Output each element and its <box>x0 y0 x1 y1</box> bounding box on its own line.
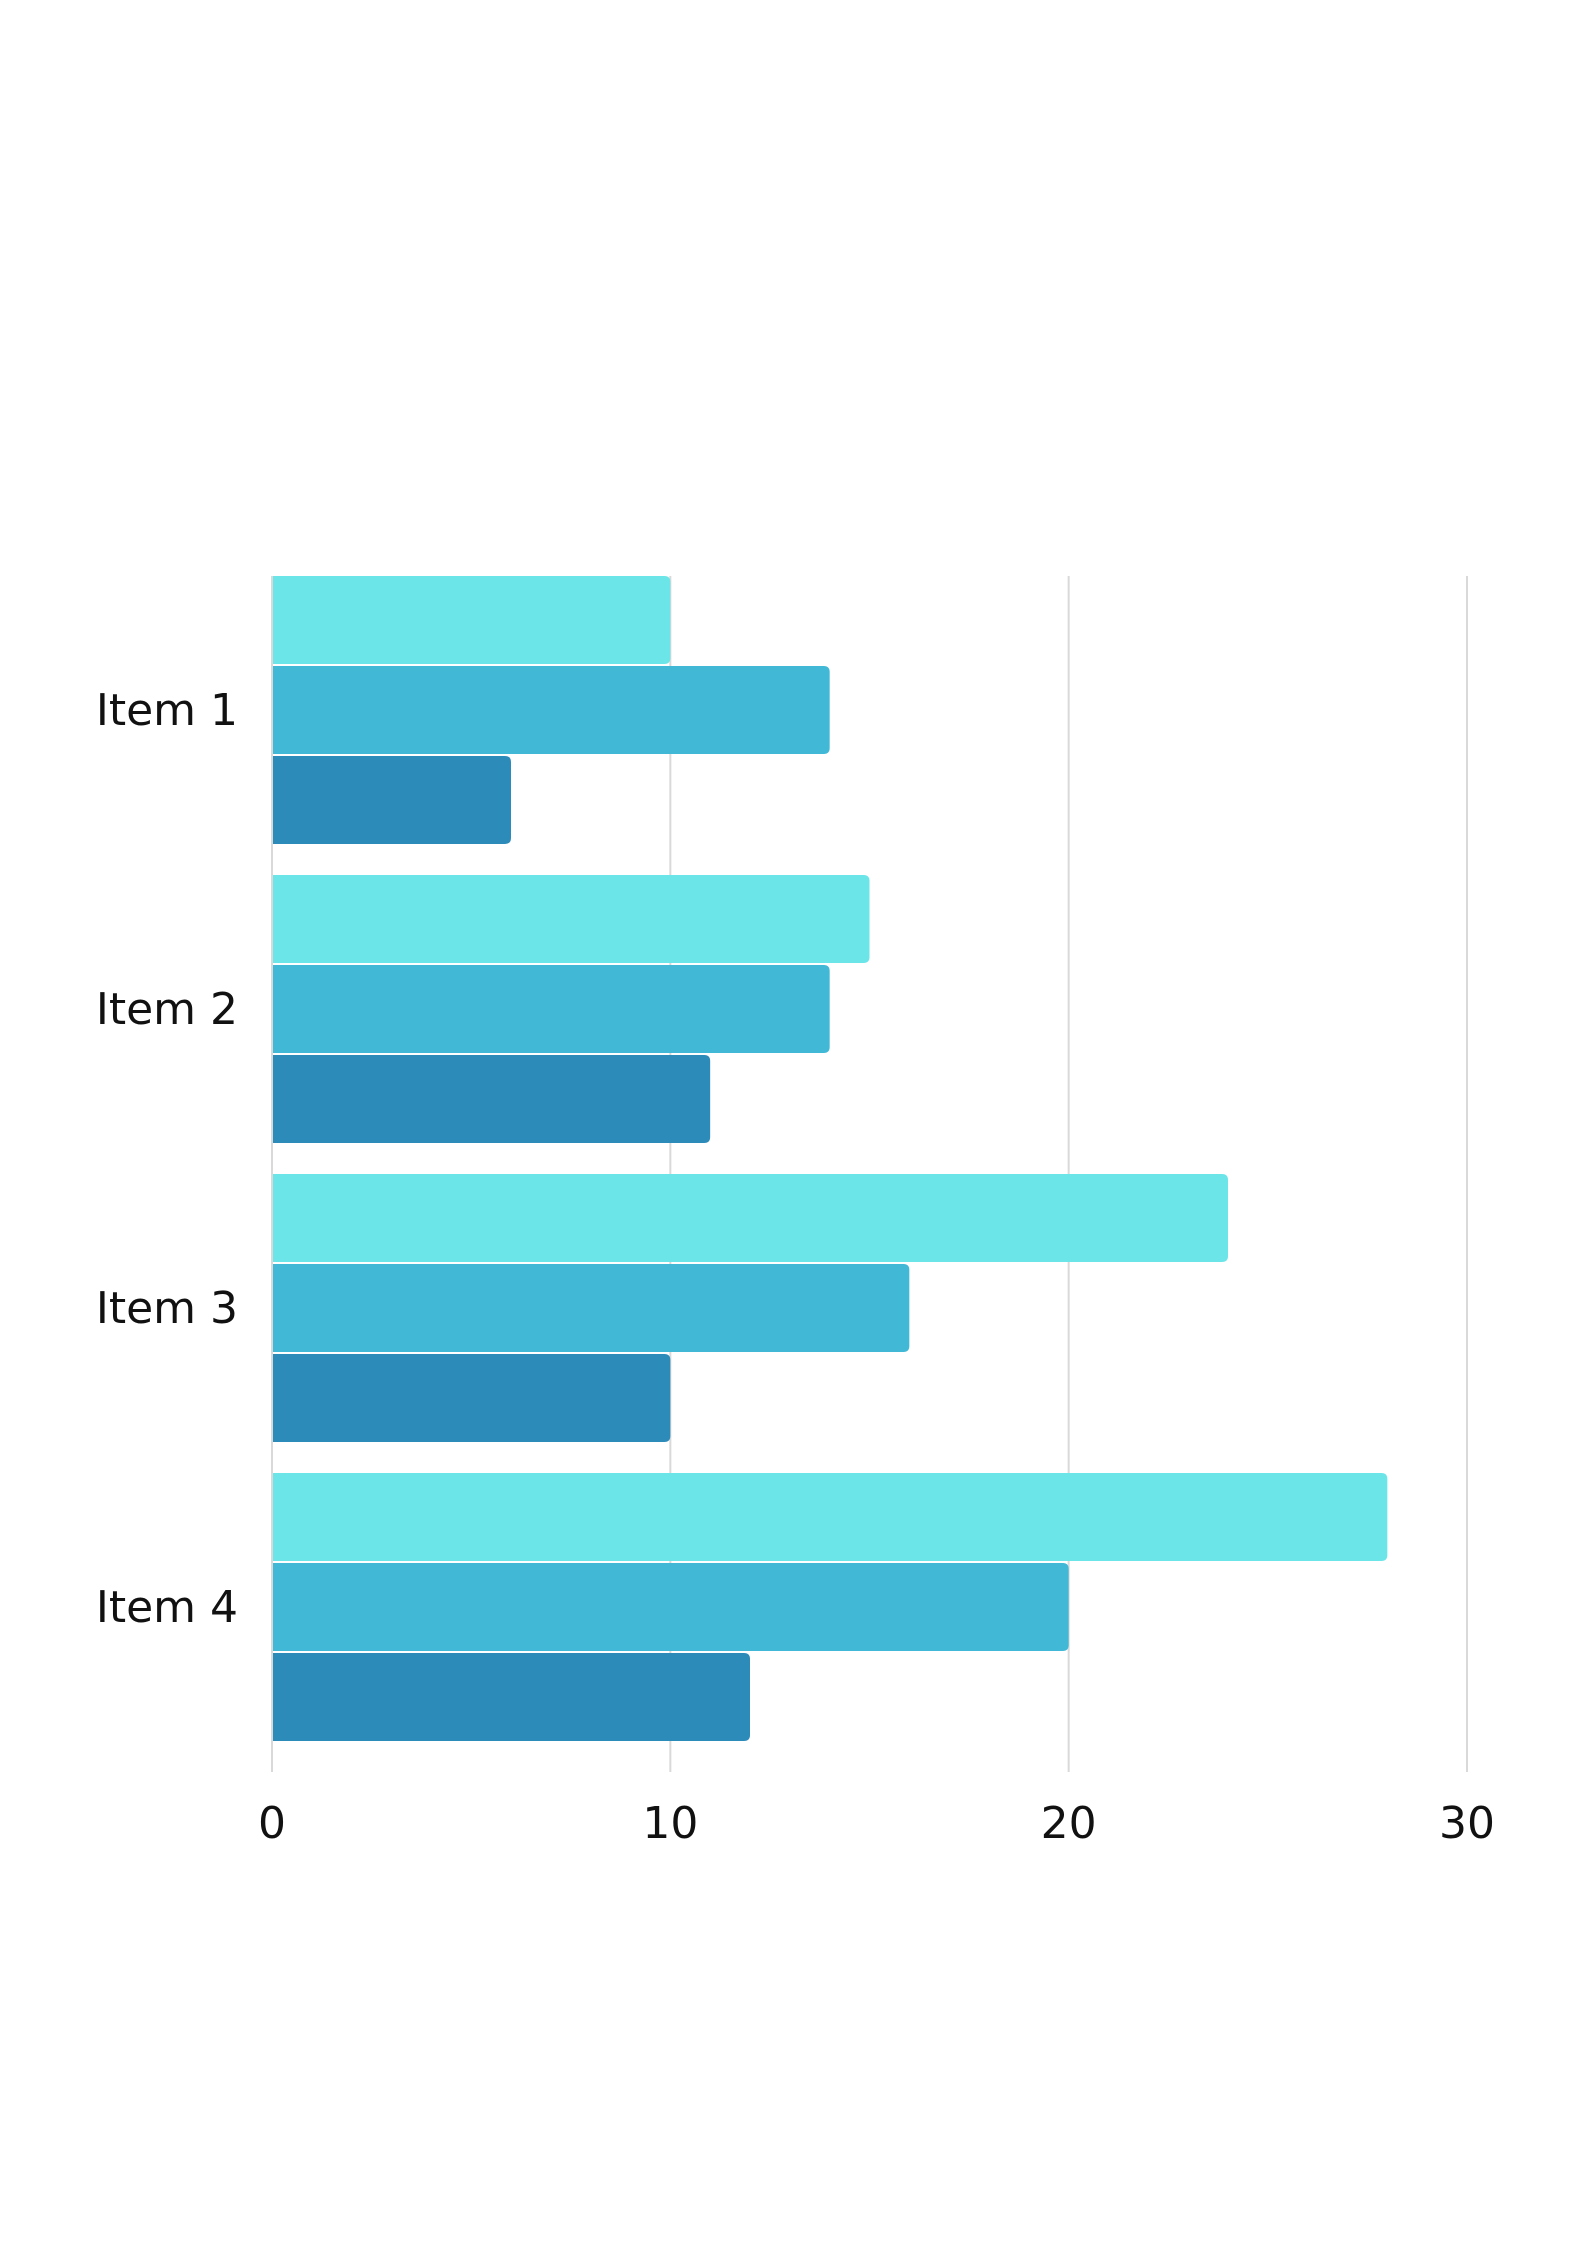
x-tick-labels: 0 10 20 30 <box>258 1798 1495 1849</box>
category-label: Item 3 <box>96 1283 238 1334</box>
x-tick-label: 10 <box>642 1798 698 1849</box>
category-label: Item 2 <box>96 984 238 1035</box>
bar-item-2-series-3 <box>272 1055 711 1143</box>
bar-item-3-series-1 <box>272 1174 1228 1262</box>
x-tick-label: 30 <box>1439 1798 1495 1849</box>
bar-item-1-series-1 <box>272 576 671 664</box>
bar-item-4-series-2 <box>272 1563 1069 1651</box>
x-tick-label: 0 <box>258 1798 286 1849</box>
bar-item-1-series-3 <box>272 756 511 844</box>
bar-item-3-series-3 <box>272 1354 671 1442</box>
bar-item-4-series-3 <box>272 1653 750 1741</box>
bar-item-1-series-2 <box>272 666 830 754</box>
bars <box>272 576 1388 1741</box>
category-label: Item 4 <box>96 1582 238 1633</box>
bar-item-4-series-1 <box>272 1473 1388 1561</box>
bar-item-2-series-1 <box>272 875 870 963</box>
bar-item-2-series-2 <box>272 965 830 1053</box>
bar-item-3-series-2 <box>272 1264 910 1352</box>
category-labels: Item 1 Item 2 Item 3 Item 4 <box>96 685 238 1633</box>
category-label: Item 1 <box>96 685 238 736</box>
x-tick-label: 20 <box>1041 1798 1097 1849</box>
